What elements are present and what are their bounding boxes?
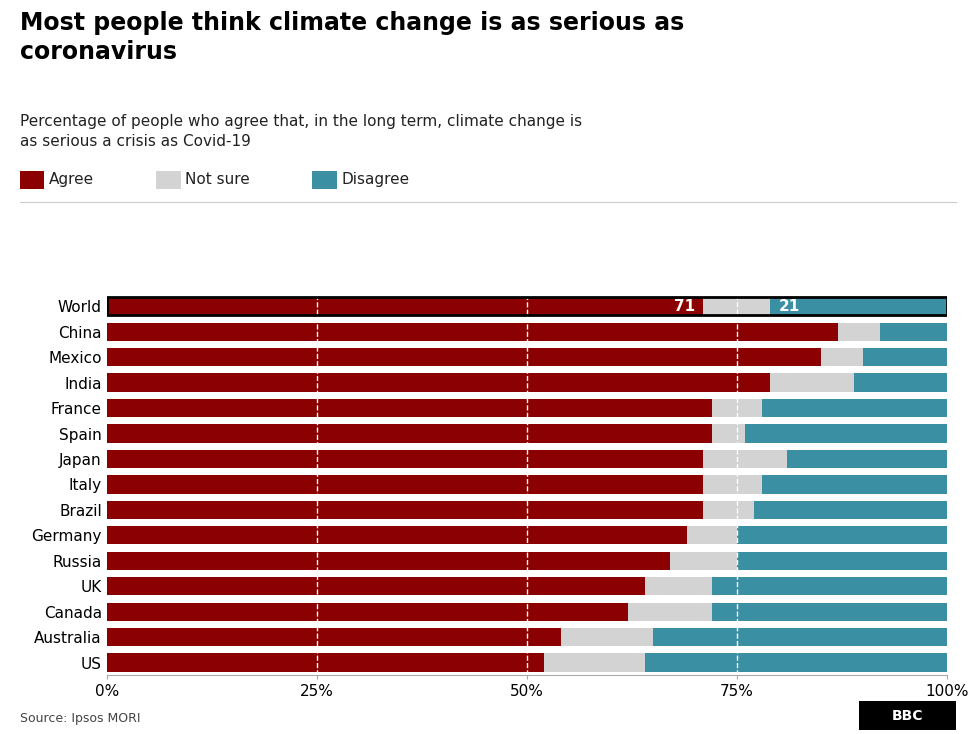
Text: Agree: Agree (49, 172, 94, 187)
Bar (107, 552, 670, 570)
Text: Percentage of people who agree that, in the long term, climate change is
as seri: Percentage of people who agree that, in … (20, 114, 582, 148)
Bar (712, 424, 746, 443)
Bar (753, 501, 947, 519)
Bar (560, 628, 653, 646)
Bar (107, 603, 628, 621)
Bar (704, 297, 770, 316)
Bar (704, 476, 762, 493)
Bar (737, 552, 947, 570)
Bar (879, 323, 947, 341)
Bar (670, 552, 737, 570)
Bar (107, 399, 712, 417)
Bar (770, 297, 947, 316)
Bar (107, 653, 544, 672)
Bar (107, 348, 821, 366)
Bar (762, 476, 947, 493)
Bar (737, 526, 947, 545)
Bar (107, 450, 704, 468)
Bar (653, 628, 947, 646)
Bar (107, 501, 704, 519)
Text: Not sure: Not sure (185, 172, 250, 187)
Text: Most people think climate change is as serious as
coronavirus: Most people think climate change is as s… (20, 11, 684, 64)
Bar (107, 577, 644, 595)
Text: Source: Ipsos MORI: Source: Ipsos MORI (20, 712, 140, 725)
Bar (107, 374, 770, 392)
Bar (762, 399, 947, 417)
Bar (644, 653, 947, 672)
Bar (712, 577, 947, 595)
Text: BBC: BBC (892, 708, 923, 723)
Bar (854, 374, 947, 392)
Bar (704, 450, 788, 468)
Bar (644, 577, 712, 595)
Bar (107, 424, 712, 443)
Bar (837, 323, 879, 341)
Bar (712, 603, 947, 621)
Bar (746, 424, 947, 443)
Bar (544, 653, 644, 672)
Bar (686, 526, 737, 545)
Bar (704, 501, 753, 519)
Bar (863, 348, 947, 366)
Bar (107, 323, 837, 341)
Bar (788, 450, 947, 468)
Bar (107, 526, 686, 545)
Text: 21: 21 (779, 299, 800, 314)
Text: 71: 71 (673, 299, 695, 314)
Bar (821, 348, 863, 366)
Bar (628, 603, 712, 621)
Bar (712, 399, 762, 417)
Bar (107, 476, 704, 493)
Bar (107, 297, 947, 316)
Text: Disagree: Disagree (342, 172, 410, 187)
Bar (770, 374, 854, 392)
Bar (107, 628, 560, 646)
Bar (107, 297, 704, 316)
